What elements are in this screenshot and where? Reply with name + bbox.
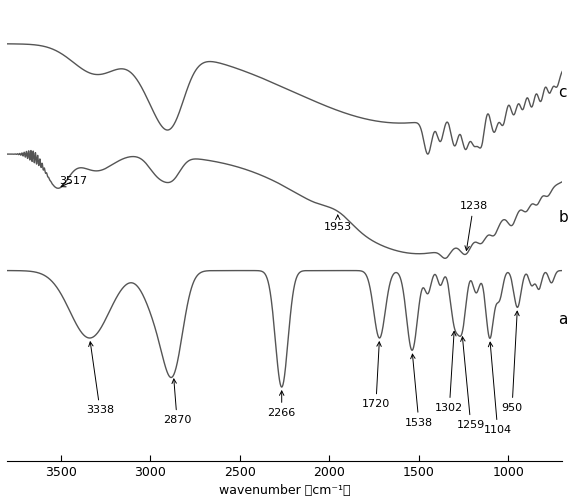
Text: 3517: 3517 [59, 176, 88, 187]
Text: 1238: 1238 [460, 201, 488, 250]
Text: 1302: 1302 [435, 332, 464, 413]
Text: c: c [559, 85, 567, 100]
X-axis label: wavenumber （cm⁻¹）: wavenumber （cm⁻¹） [219, 484, 350, 497]
Text: 1538: 1538 [405, 354, 433, 428]
Text: a: a [559, 312, 568, 327]
Text: 2870: 2870 [163, 379, 191, 425]
Text: 3338: 3338 [86, 342, 114, 415]
Text: b: b [559, 210, 569, 225]
Text: 1104: 1104 [484, 342, 511, 435]
Text: 1953: 1953 [324, 215, 352, 231]
Text: 2266: 2266 [268, 391, 296, 418]
Text: 1259: 1259 [457, 337, 485, 430]
Text: 1720: 1720 [362, 342, 390, 409]
Text: 950: 950 [502, 311, 522, 413]
